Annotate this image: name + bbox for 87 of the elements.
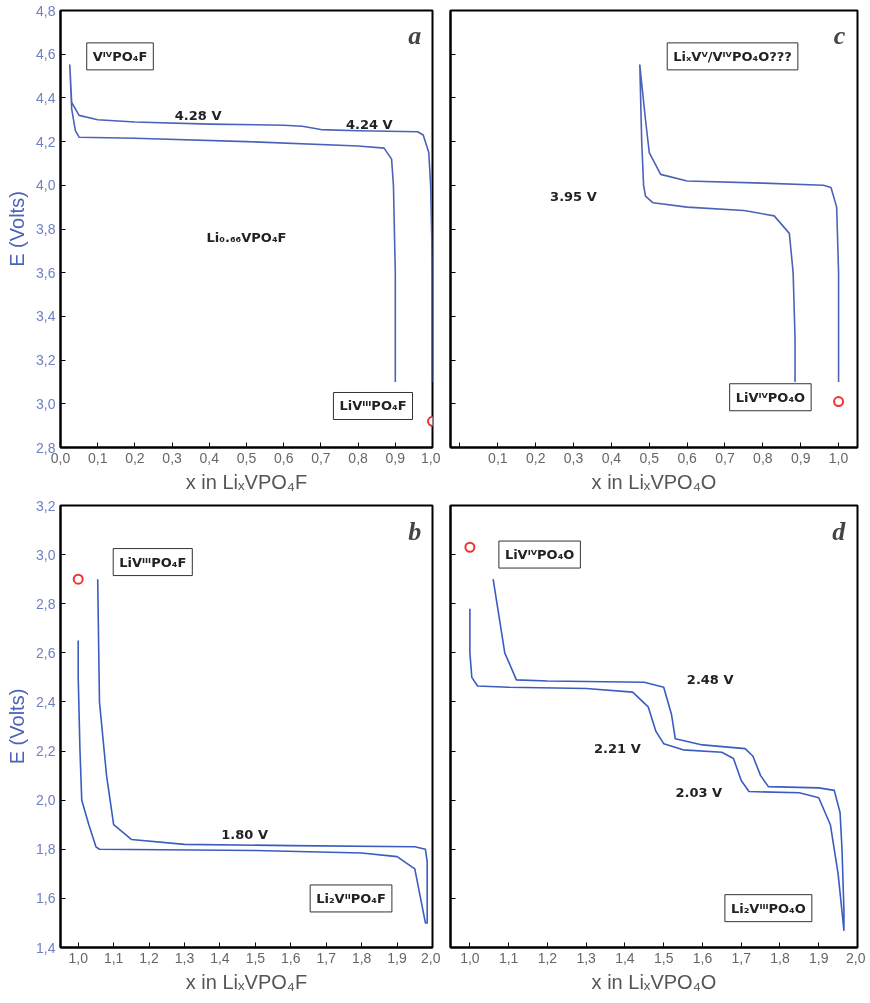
annotation: 4.24 V — [345, 116, 393, 132]
y-tick-label: 2,0 — [36, 792, 56, 809]
x-tick-label: 0,5 — [639, 449, 660, 466]
y-tick-label: 3,2 — [36, 352, 56, 369]
annotation: LiₓVⱽ/VᴵⱽPO₄O??? — [673, 48, 792, 64]
x-tick-label: 0,6 — [273, 449, 294, 466]
annotation: 4.28 V — [174, 107, 222, 123]
y-tick-label: 4,4 — [36, 89, 56, 106]
x-tick-label: 0,9 — [790, 449, 811, 466]
x-tick-label: 1,8 — [351, 949, 372, 966]
x-tick-label: 1,6 — [692, 949, 713, 966]
y-tick-label: 4,8 — [36, 2, 56, 19]
y-tick-label: 3,6 — [36, 264, 56, 281]
annotation: 2.03 V — [675, 785, 723, 801]
y-tick-label: 1,6 — [36, 890, 56, 907]
x-tick-label: 0,9 — [385, 449, 406, 466]
x-tick-label: 0,8 — [753, 449, 773, 466]
x-tick-label: 1,9 — [809, 949, 829, 966]
x-tick-label: 2,0 — [421, 949, 441, 966]
x-tick-label: 0,1 — [488, 449, 508, 466]
chart-title: d — [832, 516, 847, 546]
x-tick-label: 1,5 — [653, 949, 674, 966]
y-tick-label: 3,4 — [36, 308, 56, 325]
x-tick-label: 1,1 — [103, 949, 124, 966]
x-tick-label: 0,8 — [348, 449, 369, 466]
y-tick-label: 4,0 — [36, 177, 56, 194]
annotation: VᴵⱽPO₄F — [92, 48, 148, 64]
x-tick-label: 1,4 — [210, 949, 230, 966]
y-tick-label: 3,0 — [36, 546, 56, 563]
annotation: Li₂VᴵᴵPO₄F — [316, 890, 386, 906]
y-axis-title: E (Volts) — [6, 688, 29, 765]
annotation: 2.21 V — [594, 741, 641, 757]
x-tick-label: 0,4 — [601, 449, 622, 466]
x-tick-label: 1,6 — [281, 949, 301, 966]
x-tick-label: 0,7 — [311, 449, 331, 466]
x-tick-label: 1,0 — [828, 449, 849, 466]
x-tick-label: 0,7 — [715, 449, 735, 466]
x-tick-label: 1,7 — [316, 949, 337, 966]
x-tick-label: 1,7 — [731, 949, 752, 966]
annotation: LiVᴵⱽPO₄O — [735, 389, 806, 405]
x-tick-label: 1,2 — [537, 949, 558, 966]
x-tick-label: 1,5 — [245, 949, 266, 966]
annotation: 3.95 V — [550, 188, 597, 204]
annotation: LiVᴵᴵᴵPO₄F — [119, 554, 187, 570]
chart-title: b — [408, 516, 422, 546]
chart-title: a — [408, 21, 422, 51]
x-axis-title: x in LiₓVPO₄F — [185, 470, 308, 493]
x-tick-label: 1,4 — [615, 949, 635, 966]
annotation: LiVᴵⱽPO₄O — [504, 547, 575, 563]
annotation: LiVᴵᴵᴵPO₄F — [339, 398, 407, 414]
x-tick-label: 1,8 — [770, 949, 790, 966]
annotation: Li₀.₆₆VPO₄F — [206, 230, 287, 246]
x-tick-label: 0,6 — [677, 449, 698, 466]
chart-title: c — [833, 21, 846, 51]
x-tick-label: 1,0 — [68, 949, 89, 966]
x-tick-label: 0,5 — [236, 449, 257, 466]
y-tick-label: 2,4 — [36, 693, 56, 710]
x-tick-label: 2,0 — [846, 949, 866, 966]
y-tick-label: 3,2 — [36, 497, 56, 514]
x-tick-label: 0,4 — [199, 449, 220, 466]
x-axis-title: x in LiₓVPO₄O — [591, 970, 717, 993]
x-axis-title: x in LiₓVPO₄O — [591, 470, 717, 493]
x-tick-label: 0,2 — [525, 449, 546, 466]
y-tick-label: 4,6 — [36, 46, 56, 63]
x-tick-label: 0,1 — [87, 449, 108, 466]
y-tick-label: 2,2 — [36, 743, 56, 760]
x-tick-label: 1,1 — [498, 949, 519, 966]
x-tick-label: 0,3 — [563, 449, 584, 466]
y-axis-title: E (Volts) — [6, 191, 29, 267]
x-tick-label: 0,2 — [125, 449, 145, 466]
annotation: 1.80 V — [221, 826, 268, 842]
y-tick-label: 4,2 — [36, 133, 56, 150]
x-tick-label: 1,2 — [139, 949, 160, 966]
x-tick-label: 0,3 — [162, 449, 183, 466]
x-axis-title: x in LiₓVPO₄F — [185, 970, 308, 993]
x-tick-label: 1,3 — [174, 949, 195, 966]
x-tick-label: 1,0 — [460, 949, 480, 966]
y-tick-label: 3,8 — [36, 221, 56, 237]
annotation: Li₂VᴵᴵᴵPO₄O — [730, 900, 806, 916]
x-tick-label: 1,0 — [421, 449, 441, 466]
annotation: 2.48 V — [686, 672, 734, 688]
y-tick-label: 1,8 — [36, 841, 56, 858]
y-tick-label: 2,6 — [36, 644, 56, 661]
x-tick-label: 1,3 — [576, 949, 597, 966]
y-tick-label: 2,8 — [36, 595, 56, 612]
x-tick-label: 1,9 — [387, 949, 408, 966]
y-tick-label: 3,0 — [36, 395, 56, 412]
